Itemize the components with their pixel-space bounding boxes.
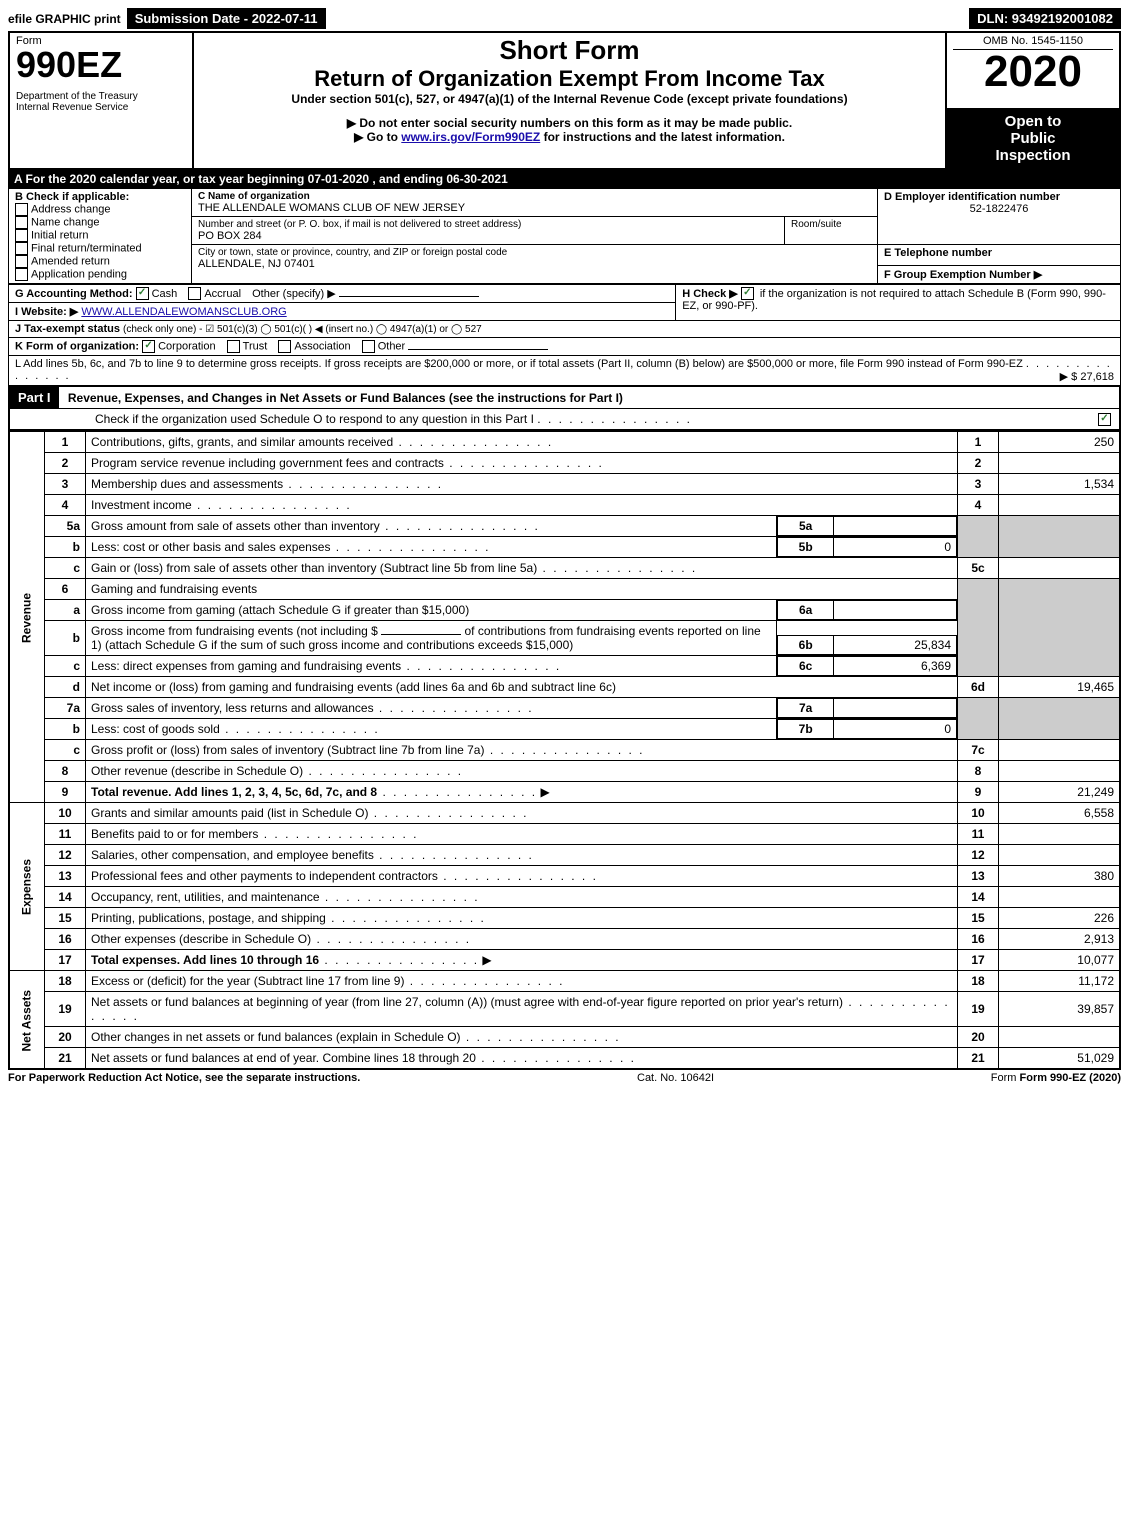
public: Public xyxy=(951,130,1115,147)
street-address: PO BOX 284 xyxy=(198,230,778,242)
line-17-value: 10,077 xyxy=(999,950,1121,971)
addr-label: Number and street (or P. O. box, if mail… xyxy=(198,219,778,230)
i-label: I Website: ▶ xyxy=(15,306,78,318)
lines-table: Revenue 1 Contributions, gifts, grants, … xyxy=(8,431,1121,1070)
line-5b-value: 0 xyxy=(834,538,957,557)
checkbox-initial-return[interactable] xyxy=(15,229,28,242)
line-19-value: 39,857 xyxy=(999,992,1121,1027)
ghijkl-section: G Accounting Method: Cash Accrual Other … xyxy=(8,284,1121,387)
goto-instructions: ▶ Go to www.irs.gov/Form990EZ for instru… xyxy=(200,130,939,144)
catalog-number: Cat. No. 10642I xyxy=(637,1072,714,1084)
checkbox-other[interactable] xyxy=(362,340,375,353)
l-text: L Add lines 5b, 6c, and 7b to line 9 to … xyxy=(15,358,1023,370)
line-7b-value: 0 xyxy=(834,720,957,739)
checkbox-h[interactable] xyxy=(741,287,754,300)
form-header: Form 990EZ Department of the Treasury In… xyxy=(8,31,1121,170)
k-label: K Form of organization: xyxy=(15,341,139,353)
line-15-value: 226 xyxy=(999,908,1121,929)
checkbox-accrual[interactable] xyxy=(188,287,201,300)
part1-header-table: Part I Revenue, Expenses, and Changes in… xyxy=(8,386,1121,431)
line-6a-value xyxy=(834,601,957,620)
short-form-title: Short Form xyxy=(200,35,939,66)
checkbox-cash[interactable] xyxy=(136,287,149,300)
no-ssn-warning: ▶ Do not enter social security numbers o… xyxy=(200,116,939,130)
g-label: G Accounting Method: xyxy=(15,288,133,300)
e-label: E Telephone number xyxy=(884,247,1114,259)
l-amount: ▶ $ 27,618 xyxy=(1060,370,1114,383)
website-link[interactable]: WWW.ALLENDALEWOMANSCLUB.ORG xyxy=(81,306,286,318)
netassets-sidebar: Net Assets xyxy=(9,971,45,1070)
dept-label: Department of the Treasury xyxy=(16,91,186,102)
part1-check-text: Check if the organization used Schedule … xyxy=(95,412,534,426)
line-21-value: 51,029 xyxy=(999,1048,1121,1070)
form-ref: Form Form 990-EZ (2020) xyxy=(991,1072,1121,1084)
checkbox-schedule-o[interactable] xyxy=(1098,413,1111,426)
line-10-value: 6,558 xyxy=(999,803,1121,824)
line-1-value: 250 xyxy=(999,432,1121,453)
footer: For Paperwork Reduction Act Notice, see … xyxy=(8,1072,1121,1084)
line-8-value xyxy=(999,761,1121,782)
line-5c-value xyxy=(999,558,1121,579)
tax-year: 2020 xyxy=(953,50,1113,94)
line-6d-value: 19,465 xyxy=(999,677,1121,698)
checkbox-association[interactable] xyxy=(278,340,291,353)
dln: DLN: 93492192001082 xyxy=(969,8,1121,29)
return-title: Return of Organization Exempt From Incom… xyxy=(200,66,939,92)
d-label: D Employer identification number xyxy=(884,191,1114,203)
submission-date: Submission Date - 2022-07-11 xyxy=(127,8,326,29)
line-4-value xyxy=(999,495,1121,516)
j-label: J Tax-exempt status xyxy=(15,323,120,335)
irs-label: Internal Revenue Service xyxy=(16,102,186,113)
checkbox-final-return[interactable] xyxy=(15,242,28,255)
part1-title: Revenue, Expenses, and Changes in Net As… xyxy=(68,391,623,405)
c-label: C Name of organization xyxy=(198,191,871,202)
irs-link[interactable]: www.irs.gov/Form990EZ xyxy=(401,130,540,144)
checkbox-address-change[interactable] xyxy=(15,203,28,216)
revenue-sidebar: Revenue xyxy=(9,432,45,803)
checkbox-amended-return[interactable] xyxy=(15,255,28,268)
part1-label: Part I xyxy=(10,387,59,408)
line-18-value: 11,172 xyxy=(999,971,1121,992)
j-text: (check only one) - ☑ 501(c)(3) ◯ 501(c)(… xyxy=(123,324,482,335)
checkbox-trust[interactable] xyxy=(227,340,240,353)
form-number: 990EZ xyxy=(16,47,186,83)
org-info-table: B Check if applicable: Address change Na… xyxy=(8,188,1121,284)
line-6b-value: 25,834 xyxy=(834,636,957,655)
line-a-tax-year: A For the 2020 calendar year, or tax yea… xyxy=(8,170,1121,188)
ein: 52-1822476 xyxy=(884,203,1114,215)
line-9-value: 21,249 xyxy=(999,782,1121,803)
h-label: H Check ▶ xyxy=(682,288,738,300)
line-7a-value xyxy=(834,699,957,718)
under-section: Under section 501(c), 527, or 4947(a)(1)… xyxy=(200,92,939,106)
line-14-value xyxy=(999,887,1121,908)
checkbox-name-change[interactable] xyxy=(15,216,28,229)
line-6c-value: 6,369 xyxy=(834,657,957,676)
line-20-value xyxy=(999,1027,1121,1048)
b-label: B Check if applicable: xyxy=(15,191,185,203)
line-12-value xyxy=(999,845,1121,866)
room-label: Room/suite xyxy=(791,219,871,230)
open-to: Open to xyxy=(951,113,1115,130)
city-label: City or town, state or province, country… xyxy=(198,247,871,258)
org-name: THE ALLENDALE WOMANS CLUB OF NEW JERSEY xyxy=(198,202,871,214)
expenses-sidebar: Expenses xyxy=(9,803,45,971)
top-bar: efile GRAPHIC print Submission Date - 20… xyxy=(8,8,1121,29)
line-7c-value xyxy=(999,740,1121,761)
checkbox-application-pending[interactable] xyxy=(15,268,28,281)
efile-label: efile GRAPHIC print xyxy=(8,12,121,26)
inspection: Inspection xyxy=(951,147,1115,164)
line-11-value xyxy=(999,824,1121,845)
line-2-value xyxy=(999,453,1121,474)
checkbox-corporation[interactable] xyxy=(142,340,155,353)
f-label: F Group Exemption Number ▶ xyxy=(884,268,1114,281)
line-13-value: 380 xyxy=(999,866,1121,887)
line-5a-value xyxy=(834,517,957,536)
city-state-zip: ALLENDALE, NJ 07401 xyxy=(198,258,871,270)
paperwork-notice: For Paperwork Reduction Act Notice, see … xyxy=(8,1072,360,1084)
line-3-value: 1,534 xyxy=(999,474,1121,495)
line-16-value: 2,913 xyxy=(999,929,1121,950)
